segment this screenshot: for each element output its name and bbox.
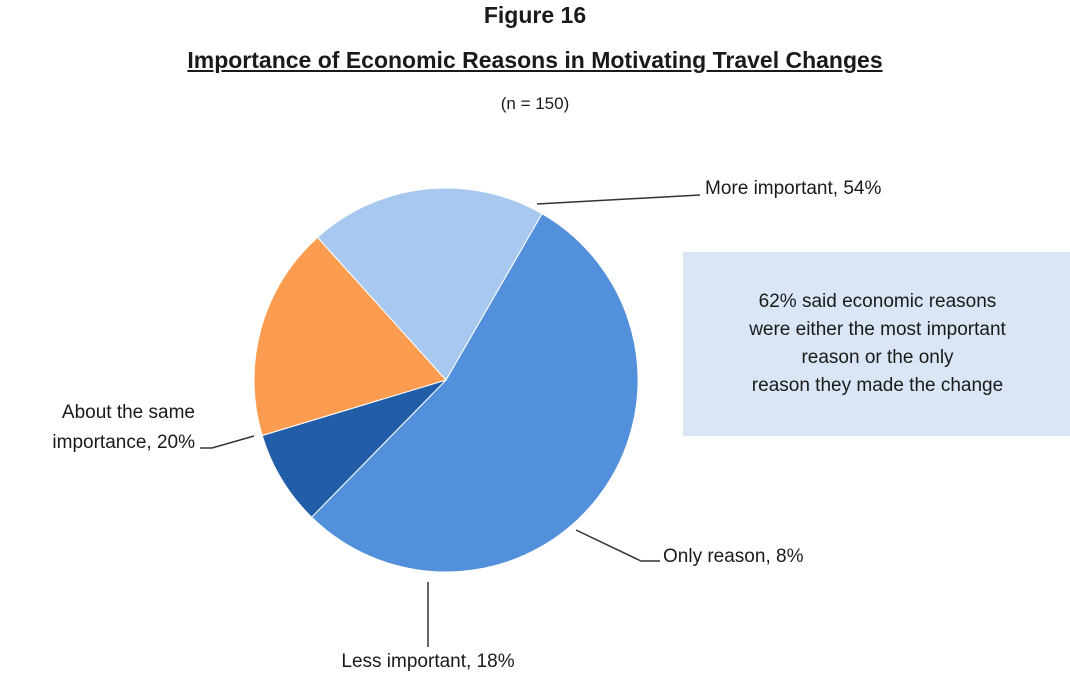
slice-label-about-same-line-1: About the same (62, 402, 195, 423)
callout-box: 62% said economic reasons were either th… (683, 252, 1070, 436)
leader-line-only-reason (575, 529, 660, 562)
pie-slice-less-important (253, 236, 447, 437)
pie-slice-more-important (310, 213, 639, 573)
callout-line: reason they made the change (751, 375, 1004, 396)
callout-line: 62% said economic reasons (758, 291, 997, 312)
slice-label-less-important: Less important, 18% (341, 651, 514, 672)
slice-label-about-same-line-2: importance, 20% (52, 432, 195, 453)
callout-line: were either the most important (749, 319, 1006, 340)
leader-line-about-the-same-importance (200, 435, 255, 449)
pie-slice-only-reason (261, 379, 447, 518)
callout-line: reason or the only (801, 347, 954, 368)
chart-title: Importance of Economic Reasons in Motiva… (187, 47, 883, 73)
pie-slice-about-the-same-importance (316, 187, 543, 381)
slice-label-only-reason: Only reason, 8% (663, 546, 804, 567)
figure-label: Figure 16 (483, 2, 587, 28)
chart-subtitle: (n = 150) (500, 94, 570, 113)
leader-line-more-important (536, 194, 701, 205)
slice-label-more-important: More important, 54% (705, 178, 881, 199)
